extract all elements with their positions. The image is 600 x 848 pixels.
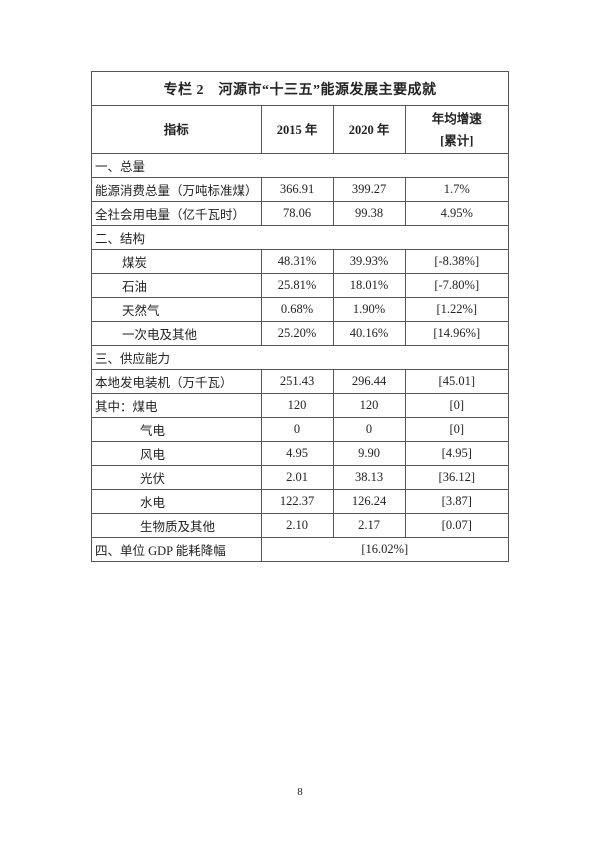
value-2020: 126.24: [332, 489, 406, 514]
table-row: 四、单位 GDP 能耗降幅 [16.02%]: [91, 537, 510, 562]
row-label: 生物质及其他: [91, 513, 262, 538]
table-row: 煤炭 48.31% 39.93% [-8.38%]: [91, 249, 510, 274]
section-row: 一、总量: [91, 153, 509, 178]
value-2015: 0.68%: [260, 297, 334, 322]
table-header-row: 指标 2015 年 2020 年 年均增速 [累计]: [91, 105, 510, 154]
section-row: 三、供应能力: [91, 345, 509, 370]
value-2015: 122.37: [260, 489, 334, 514]
value-2020: 99.38: [332, 201, 406, 226]
row-label: 全社会用电量（亿千瓦时）: [91, 201, 262, 226]
value-growth: [4.95]: [404, 441, 510, 466]
energy-achievements-table: 专栏 2 河源市“十三五”能源发展主要成就 指标 2015 年 2020 年 年…: [91, 71, 510, 562]
table-row: 光伏 2.01 38.13 [36.12]: [91, 465, 510, 490]
section-label: 二、结构: [91, 225, 509, 250]
value-2020: 1.90%: [332, 297, 406, 322]
section-label: 三、供应能力: [91, 345, 509, 370]
value-2020: 120: [332, 393, 406, 418]
header-indicator: 指标: [91, 105, 262, 154]
value-2015: 4.95: [260, 441, 334, 466]
value-growth: [3.87]: [404, 489, 510, 514]
header-growth-line2: [累计]: [440, 133, 474, 148]
value-growth: 1.7%: [404, 177, 510, 202]
value-2020: 18.01%: [332, 273, 406, 298]
header-growth: 年均增速 [累计]: [404, 105, 510, 154]
row-label: 本地发电装机（万千瓦）: [91, 369, 262, 394]
table-row: 气电 0 0 [0]: [91, 417, 510, 442]
table-row: 风电 4.95 9.90 [4.95]: [91, 441, 510, 466]
value-2015: 25.81%: [260, 273, 334, 298]
header-2015: 2015 年: [260, 105, 334, 154]
table-row: 本地发电装机（万千瓦） 251.43 296.44 [45.01]: [91, 369, 510, 394]
row-value: [16.02%]: [260, 537, 510, 562]
value-growth: [1.22%]: [404, 297, 510, 322]
row-label: 石油: [91, 273, 262, 298]
row-label: 光伏: [91, 465, 262, 490]
value-2015: 2.01: [260, 465, 334, 490]
value-2020: 0: [332, 417, 406, 442]
value-2020: 9.90: [332, 441, 406, 466]
value-2020: 39.93%: [332, 249, 406, 274]
value-growth: 4.95%: [404, 201, 510, 226]
value-2015: 120: [260, 393, 334, 418]
table-row: 其中：煤电 120 120 [0]: [91, 393, 510, 418]
table-row: 水电 122.37 126.24 [3.87]: [91, 489, 510, 514]
row-label: 煤炭: [91, 249, 262, 274]
value-2015: 48.31%: [260, 249, 334, 274]
page-number: 8: [297, 786, 303, 798]
value-2020: 40.16%: [332, 321, 406, 346]
row-label: 水电: [91, 489, 262, 514]
value-growth: [0]: [404, 417, 510, 442]
value-growth: [36.12]: [404, 465, 510, 490]
value-2020: 38.13: [332, 465, 406, 490]
header-growth-line1: 年均增速: [431, 111, 482, 126]
row-label: 天然气: [91, 297, 262, 322]
value-growth: [45.01]: [404, 369, 510, 394]
table-title: 专栏 2 河源市“十三五”能源发展主要成就: [91, 71, 509, 106]
table-row: 石油 25.81% 18.01% [-7.80%]: [91, 273, 510, 298]
row-label: 一次电及其他: [91, 321, 262, 346]
row-label: 四、单位 GDP 能耗降幅: [91, 537, 262, 562]
value-2015: 366.91: [260, 177, 334, 202]
table-row: 全社会用电量（亿千瓦时） 78.06 99.38 4.95%: [91, 201, 510, 226]
row-label: 其中：煤电: [91, 393, 262, 418]
row-label: 风电: [91, 441, 262, 466]
value-growth: [-8.38%]: [404, 249, 510, 274]
value-2020: 2.17: [332, 513, 406, 538]
header-2020: 2020 年: [332, 105, 406, 154]
value-growth: [0.07]: [404, 513, 510, 538]
section-row: 二、结构: [91, 225, 509, 250]
row-label: 气电: [91, 417, 262, 442]
row-label: 能源消费总量（万吨标准煤）: [91, 177, 262, 202]
value-2015: 78.06: [260, 201, 334, 226]
table-row: 能源消费总量（万吨标准煤） 366.91 399.27 1.7%: [91, 177, 510, 202]
value-growth: [14.96%]: [404, 321, 510, 346]
section-label: 一、总量: [91, 153, 509, 178]
value-2020: 399.27: [332, 177, 406, 202]
value-2020: 296.44: [332, 369, 406, 394]
value-2015: 25.20%: [260, 321, 334, 346]
table-row: 天然气 0.68% 1.90% [1.22%]: [91, 297, 510, 322]
value-2015: 0: [260, 417, 334, 442]
table-row: 生物质及其他 2.10 2.17 [0.07]: [91, 513, 510, 538]
value-2015: 251.43: [260, 369, 334, 394]
table-row: 一次电及其他 25.20% 40.16% [14.96%]: [91, 321, 510, 346]
value-growth: [0]: [404, 393, 510, 418]
value-growth: [-7.80%]: [404, 273, 510, 298]
table-title-row: 专栏 2 河源市“十三五”能源发展主要成就: [91, 71, 509, 106]
value-2015: 2.10: [260, 513, 334, 538]
